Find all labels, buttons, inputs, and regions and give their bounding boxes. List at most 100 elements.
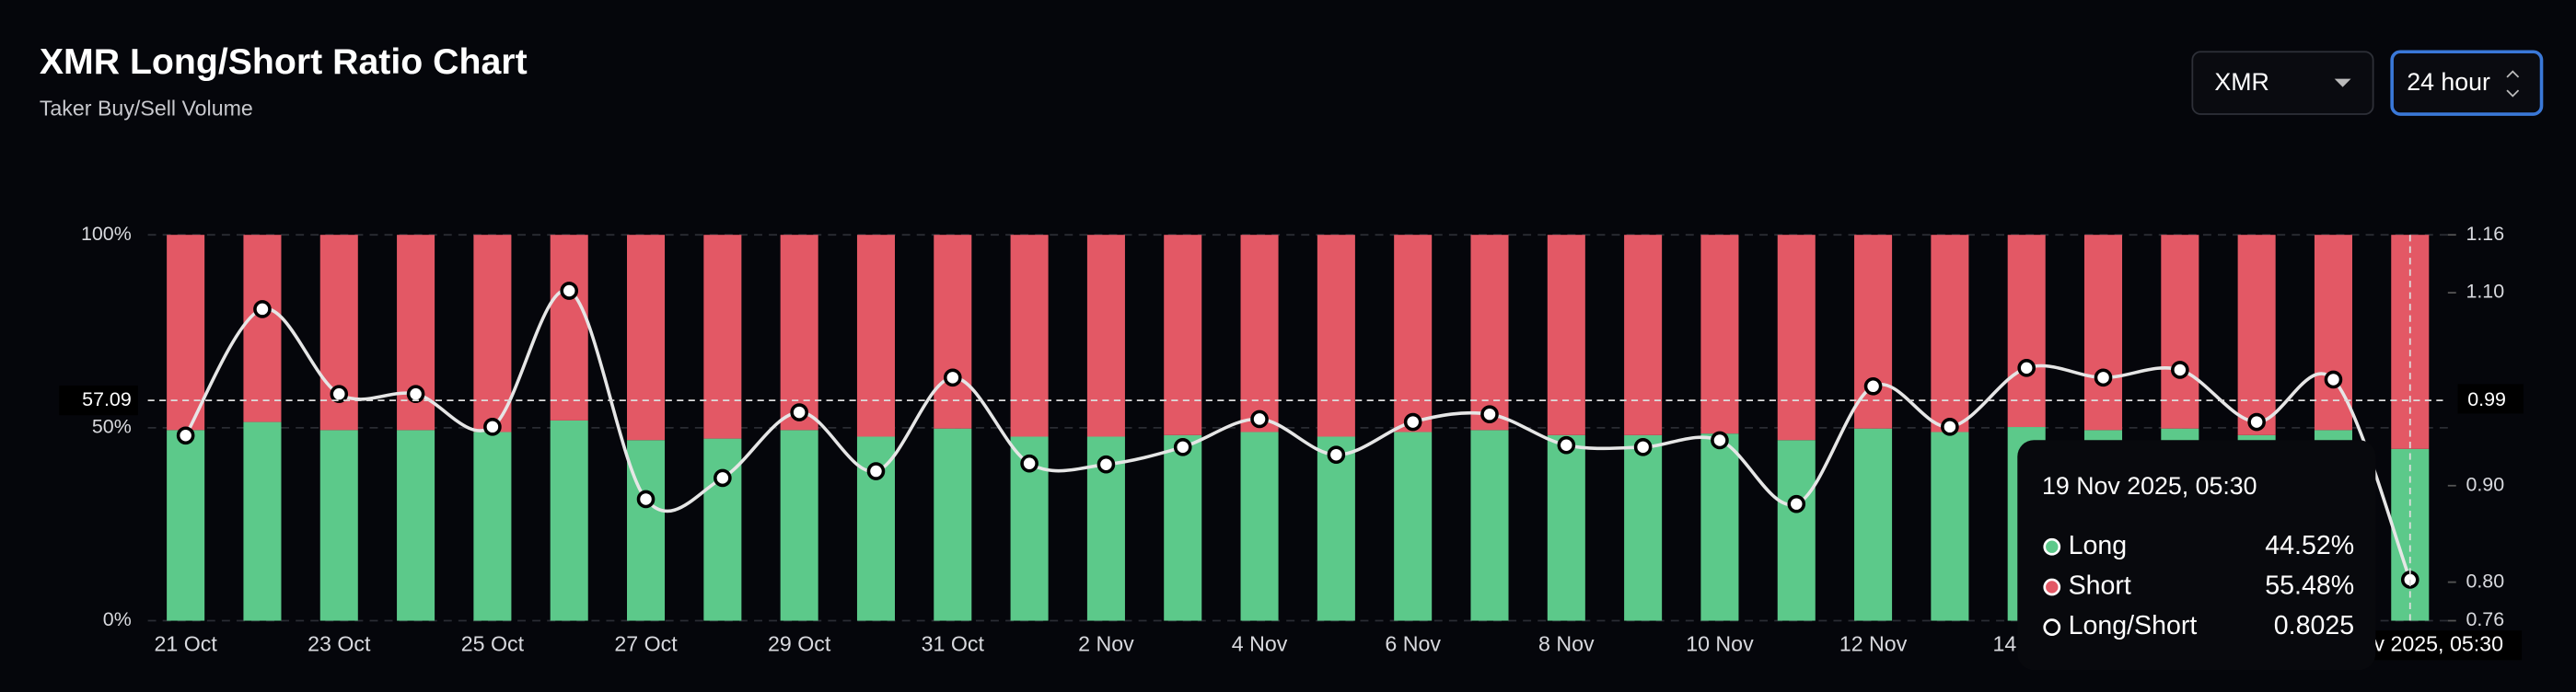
- ratio-point: [866, 462, 886, 480]
- bar-short: [473, 235, 512, 432]
- bar-short: [2083, 235, 2123, 431]
- x-tick-label: 6 Nov: [1385, 631, 1441, 655]
- bar-long: [1240, 432, 1279, 621]
- bar-short: [167, 235, 205, 431]
- ratio-point: [2094, 368, 2113, 387]
- ratio-point: [2324, 370, 2343, 389]
- bar-long: [319, 430, 358, 621]
- bar-short: [550, 235, 588, 421]
- tooltip-box: [2017, 440, 2376, 671]
- bar-short: [1240, 235, 1279, 432]
- y-tick-label: 100%: [81, 223, 132, 245]
- x-tick-label: 10 Nov: [1686, 631, 1754, 655]
- y2-tick-label: 0.76: [2466, 608, 2504, 630]
- x-tick-label: 4 Nov: [1232, 631, 1288, 655]
- bar-short: [2237, 235, 2276, 435]
- select-text[interactable]: 24 hour: [2407, 68, 2490, 96]
- select-box[interactable]: [2390, 50, 2544, 116]
- tooltip-label: Short: [2069, 571, 2131, 601]
- bar-long: [934, 428, 972, 621]
- ratio-point: [2171, 361, 2189, 379]
- bar-short: [1547, 235, 1585, 435]
- bar-short: [1010, 235, 1049, 437]
- y2-tick-label: 1.10: [2466, 281, 2504, 303]
- ratio-point: [2247, 412, 2266, 432]
- symbol-select[interactable]: XMR: [2191, 51, 2374, 115]
- y2-tick-label: 1.16: [2466, 223, 2504, 245]
- y-tick-label: 50%: [92, 416, 132, 438]
- ratio-point: [943, 368, 962, 387]
- crosshair-y2-label: 0.99: [2467, 388, 2506, 410]
- y-tick-label: 0%: [103, 608, 132, 630]
- ratio-point: [714, 468, 732, 488]
- bar-short: [1086, 235, 1125, 437]
- ratio-point: [330, 385, 349, 403]
- select-box[interactable]: [2191, 51, 2374, 115]
- bar-long: [1164, 434, 1202, 621]
- bar-long: [1624, 434, 1663, 621]
- select-arrow: [2334, 78, 2351, 87]
- ratio-point: [1173, 438, 1192, 456]
- ratio-point: [1711, 431, 1729, 450]
- tooltip-value: 44.52%: [2265, 531, 2354, 560]
- tooltip-dot: [2043, 618, 2061, 637]
- bar-short: [1394, 235, 1433, 432]
- ratio-point: [1250, 409, 1269, 429]
- bar-long: [1394, 432, 1433, 621]
- ratio-point: [1633, 438, 1653, 456]
- ratio-point: [483, 418, 502, 436]
- interval-select[interactable]: 24 hour: [2390, 50, 2544, 116]
- ratio-point: [1327, 445, 1346, 465]
- ratio-point: [1863, 376, 1883, 396]
- bar-long: [780, 430, 818, 621]
- bar-long: [167, 430, 205, 621]
- subtitle: Taker Buy/Sell Volume: [40, 97, 253, 121]
- y2-tick-label: 0.90: [2466, 473, 2504, 495]
- bar-short: [1777, 235, 1816, 441]
- tooltip-label: Long/Short: [2069, 611, 2198, 640]
- bar-short: [1624, 235, 1663, 435]
- bar-short: [780, 235, 818, 431]
- select-text[interactable]: XMR: [2214, 68, 2269, 96]
- bar-long: [1931, 432, 1969, 621]
- bar-short: [2161, 235, 2199, 429]
- ratio-point: [1403, 412, 1422, 432]
- crosshair-label-bg: [59, 386, 138, 416]
- tooltip: 19 Nov 2025, 05:30 Long 44.52% Short 55.48% L…: [2017, 440, 2376, 671]
- bar-short: [934, 235, 972, 429]
- bar-long: [243, 421, 282, 621]
- ratio-point: [253, 300, 272, 318]
- title: XMR Long/Short Ratio Chart: [40, 41, 528, 82]
- ratio-point: [790, 403, 808, 421]
- select-arrow: [2506, 70, 2520, 98]
- ratio-point: [1020, 454, 1039, 473]
- bar-short: [1317, 235, 1355, 437]
- bar-short: [856, 235, 895, 437]
- bar-long: [627, 440, 666, 621]
- tooltip-value: 55.48%: [2265, 571, 2354, 601]
- ratio-point: [1097, 455, 1116, 474]
- tooltip-dot: [2043, 537, 2061, 556]
- x-tick-label: 31 Oct: [922, 631, 985, 655]
- bar-short: [1164, 235, 1202, 435]
- x-tick-label: 21 Oct: [154, 631, 217, 655]
- bar-short: [703, 235, 742, 439]
- x-tick-label: 8 Nov: [1538, 631, 1595, 655]
- tooltip-title: 19 Nov 2025, 05:30: [2042, 472, 2257, 500]
- bar-long: [1547, 434, 1585, 621]
- bar-long: [397, 430, 435, 621]
- ratio-point: [636, 490, 656, 509]
- tooltip-label: Long: [2069, 531, 2128, 560]
- bar-long: [550, 420, 588, 621]
- bar-short: [243, 235, 282, 422]
- ratio-point: [1557, 435, 1576, 455]
- ratio-point: [1480, 405, 1499, 424]
- ratio-point: [1787, 494, 1806, 513]
- x-tick-label: 27 Oct: [614, 631, 678, 655]
- x-tick-label: 23 Oct: [307, 631, 371, 655]
- tooltip-value: 0.8025: [2274, 611, 2354, 640]
- ratio-point: [2017, 359, 2036, 377]
- bar-long: [1777, 440, 1816, 621]
